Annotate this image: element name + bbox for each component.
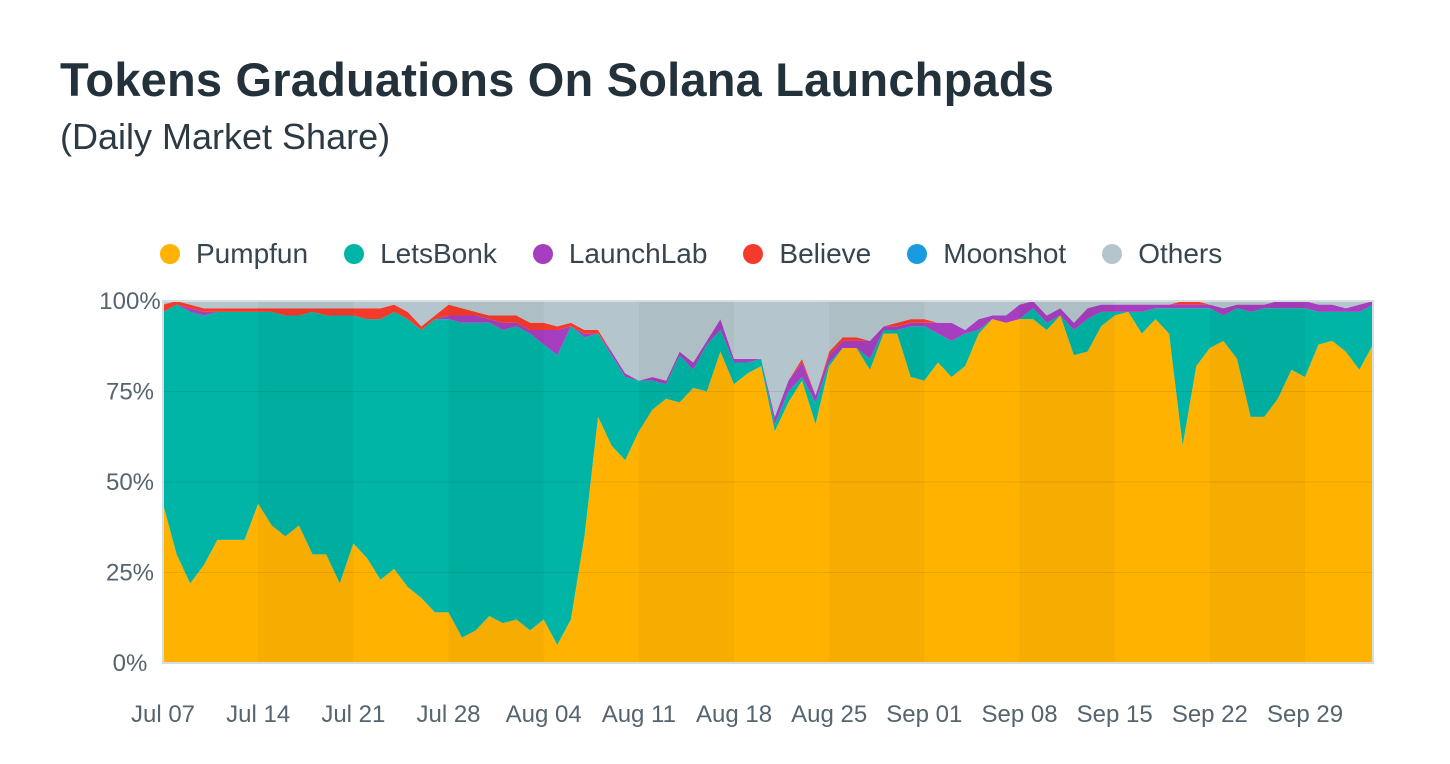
- area-pumpfun: [163, 311, 1373, 663]
- y-tick-label: 0%: [113, 650, 148, 677]
- area-letsbonk: [163, 304, 1373, 645]
- y-tick-label: 100%: [99, 288, 160, 315]
- legend-swatch: [532, 244, 553, 264]
- legend-label: LetsBonk: [380, 238, 497, 269]
- x-tick-label: Jul 07: [131, 701, 195, 728]
- x-tick-label: Jul 21: [321, 701, 385, 728]
- legend-label: Moonshot: [943, 238, 1067, 269]
- legend-label: Believe: [779, 238, 872, 269]
- legend-item-others[interactable]: Others: [1102, 238, 1222, 270]
- y-tick-label: 25%: [106, 560, 154, 587]
- area-others: [163, 301, 1373, 417]
- gridlines: [163, 391, 1373, 573]
- y-tick-label: 50%: [106, 469, 154, 496]
- legend-swatch: [1102, 244, 1123, 264]
- x-tick-label: Jul 14: [226, 701, 290, 728]
- chart-subtitle: (Daily Market Share): [60, 116, 391, 157]
- x-tick-label: Sep 15: [1077, 701, 1153, 728]
- y-tick-label: 75%: [106, 379, 154, 406]
- legend-item-launchlab[interactable]: LaunchLab: [532, 238, 708, 270]
- legend-label: LaunchLab: [568, 238, 708, 269]
- legend-swatch: [344, 244, 365, 264]
- legend: Pumpfun LetsBonk LaunchLab Believe Moonshot O…: [160, 238, 1258, 270]
- x-axis-ticks: Jul 07 Jul 14 Jul 21 Jul 28 Aug 04 Aug 11 Aug …: [131, 701, 1343, 728]
- x-tick-label: Aug 18: [696, 701, 772, 728]
- x-tick-label: Jul 28: [416, 701, 480, 728]
- y-axis-ticks: 0% 25% 50% 75% 100%: [99, 288, 160, 677]
- legend-item-believe[interactable]: Believe: [743, 238, 871, 270]
- x-tick-label: Sep 01: [886, 701, 962, 728]
- series-areas: [163, 301, 1373, 663]
- x-tick-label: Aug 04: [506, 701, 582, 728]
- x-tick-label: Aug 11: [602, 701, 676, 728]
- legend-swatch: [743, 244, 764, 264]
- x-tick-label: Sep 22: [1172, 701, 1248, 728]
- legend-swatch: [160, 244, 180, 264]
- legend-label: Pumpfun: [196, 238, 309, 269]
- legend-item-letsbonk[interactable]: LetsBonk: [344, 238, 497, 270]
- legend-item-pumpfun[interactable]: Pumpfun: [160, 238, 308, 270]
- chart-title: Tokens Graduations On Solana Launchpads: [60, 53, 1055, 106]
- x-tick-label: Aug 25: [791, 701, 867, 728]
- area-believe: [163, 301, 1373, 417]
- legend-swatch: [907, 244, 928, 264]
- legend-item-moonshot[interactable]: Moonshot: [907, 238, 1066, 270]
- x-tick-label: Sep 29: [1267, 701, 1343, 728]
- legend-label: Others: [1138, 238, 1223, 269]
- x-tick-label: Sep 08: [981, 701, 1057, 728]
- plot-border: [162, 300, 1374, 664]
